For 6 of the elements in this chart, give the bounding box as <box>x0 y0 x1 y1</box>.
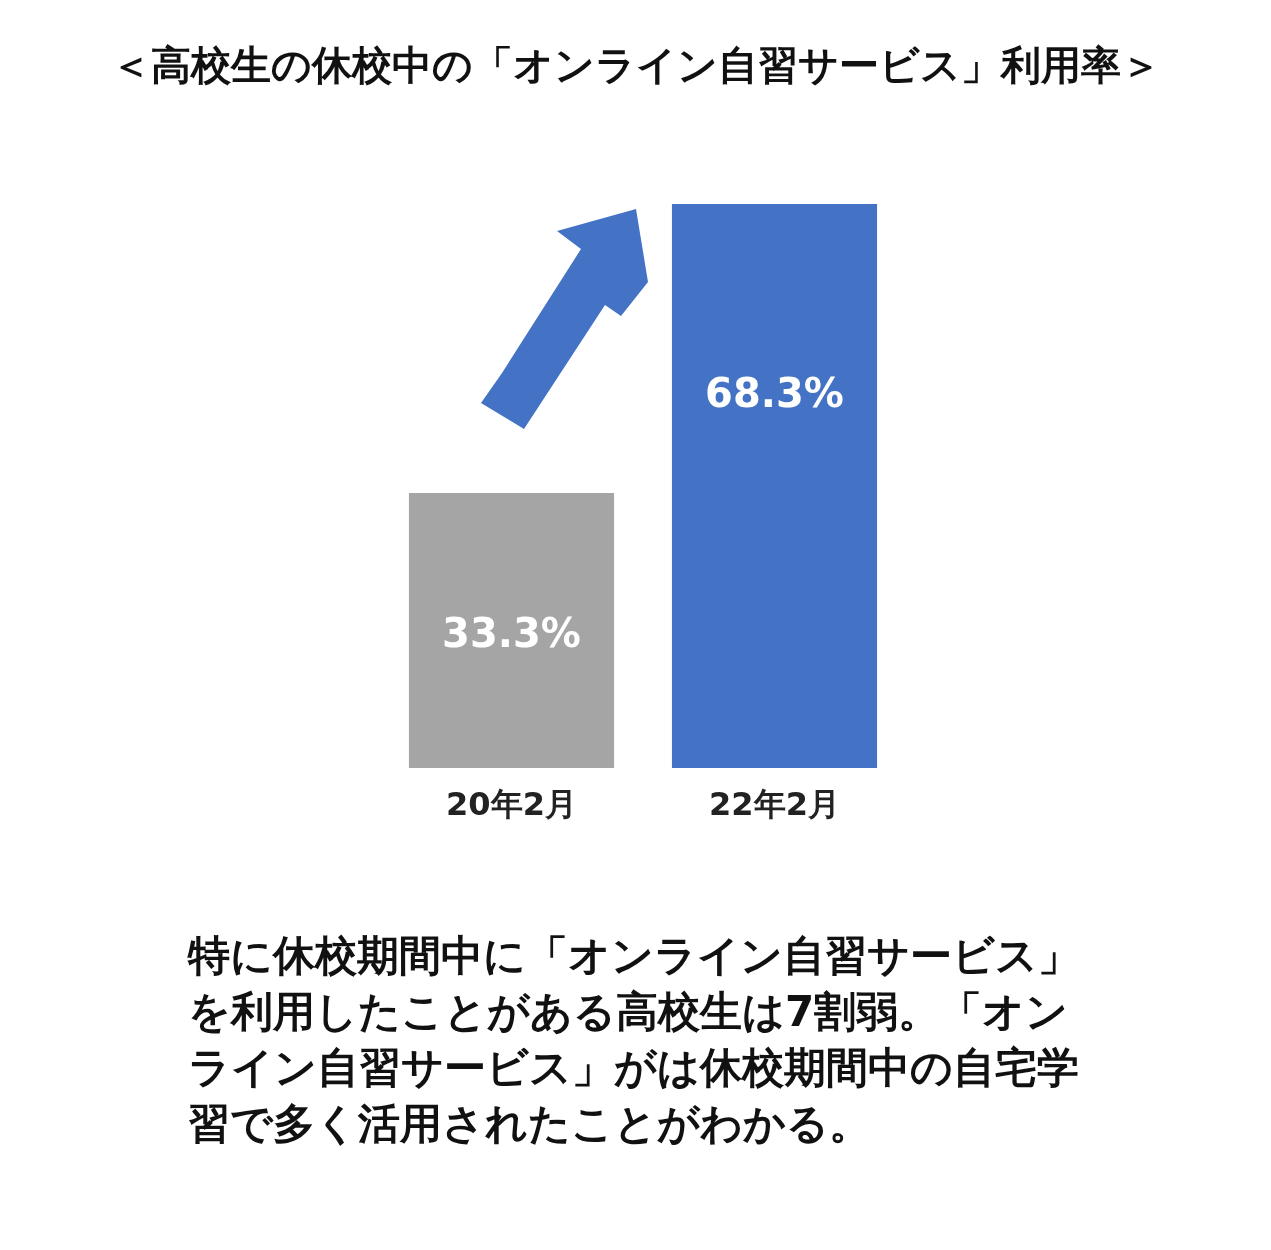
x-tick-label: 20年2月 <box>446 785 577 823</box>
data-label: 68.3% <box>705 370 844 416</box>
chart-title: ＜高校生の休校中の「オンライン自習サービス」利用率＞ <box>109 41 1162 90</box>
data-label: 33.3% <box>442 610 581 657</box>
text: 特に休校期間中に「オンライン自習サービス」を利用したことがある高校生は7割弱。「オンライン自習サービス」がは休校期間中の自宅学習で多く活用されたことがわかる。 <box>188 930 1081 1150</box>
x-tick-label: 22年2月 <box>709 785 840 823</box>
